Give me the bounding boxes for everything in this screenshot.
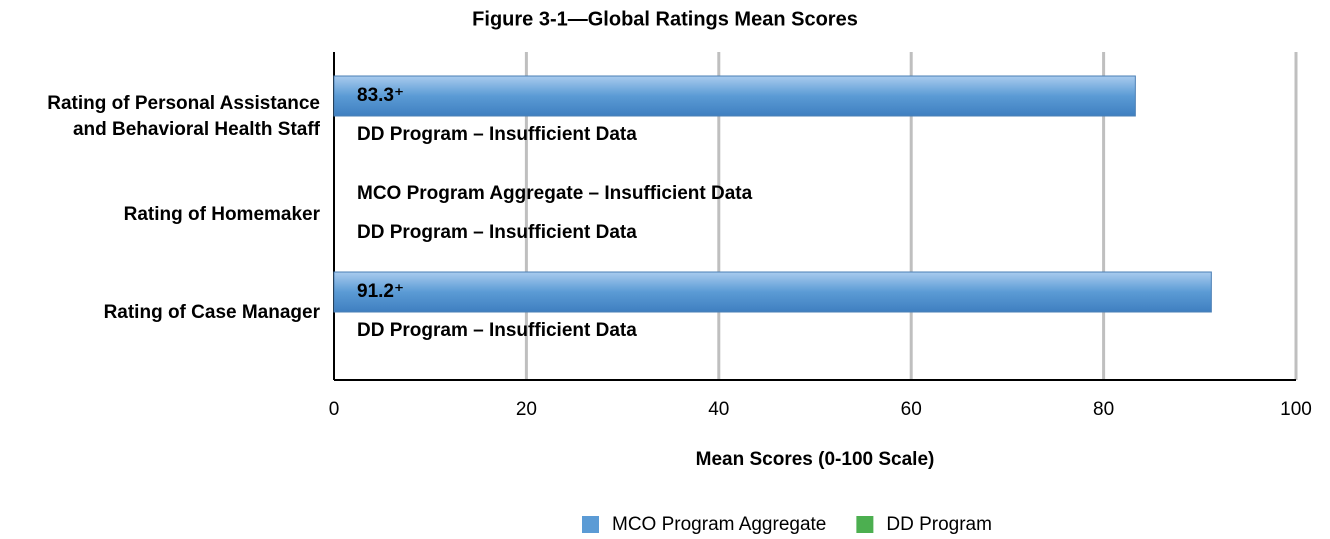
x-tick-label: 40 bbox=[708, 399, 729, 420]
value-label: DD Program – Insufficient Data bbox=[357, 222, 637, 243]
bar bbox=[333, 75, 1136, 117]
value-label: DD Program – Insufficient Data bbox=[357, 124, 637, 145]
x-tick-label: 60 bbox=[901, 399, 922, 420]
x-tick-label: 100 bbox=[1280, 399, 1312, 420]
value-label: 91.2⁺ bbox=[357, 281, 404, 302]
bar bbox=[333, 271, 1212, 313]
value-label: 83.3⁺ bbox=[357, 85, 404, 106]
legend-swatch bbox=[582, 516, 599, 533]
x-tick-label: 0 bbox=[329, 399, 340, 420]
y-tick-label: Rating of Homemaker bbox=[123, 204, 320, 225]
legend-label: DD Program bbox=[886, 514, 992, 535]
legend-swatch bbox=[856, 516, 874, 533]
y-tick-label: Rating of Personal Assistance and Behavi… bbox=[47, 93, 320, 140]
value-label: DD Program – Insufficient Data bbox=[357, 320, 637, 341]
x-tick-label: 20 bbox=[516, 399, 537, 420]
y-tick-label: Rating of Case Manager bbox=[103, 302, 320, 323]
legend-label: MCO Program Aggregate bbox=[612, 514, 826, 535]
chart-title: Figure 3-1—Global Ratings Mean Scores bbox=[472, 8, 858, 30]
x-axis-title: Mean Scores (0-100 Scale) bbox=[696, 449, 935, 470]
x-tick-label: 80 bbox=[1093, 399, 1114, 420]
value-label: MCO Program Aggregate – Insufficient Dat… bbox=[357, 183, 753, 204]
